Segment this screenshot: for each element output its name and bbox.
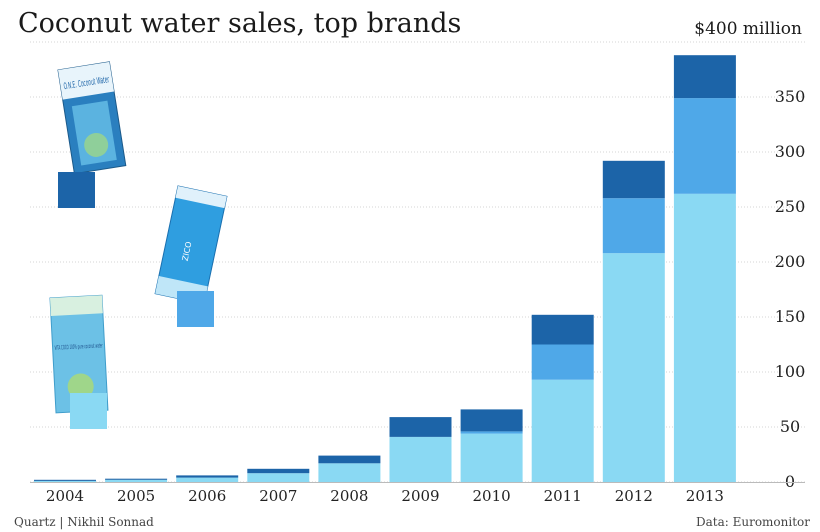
x-tick-label: 2010: [473, 487, 511, 505]
bar-segment: [531, 344, 594, 380]
gridlines: [30, 41, 805, 483]
y-tick-label: 100: [775, 362, 806, 381]
x-axis-ticks: 2004 2005 2006 2007 2008 2009 2010 2011 2012 2013: [46, 487, 724, 505]
y-tick-label: 0: [785, 472, 795, 491]
bar-segment: [673, 98, 736, 194]
bar-segment: [673, 55, 736, 99]
bar-segment: [602, 198, 665, 254]
one-carton-icon: O.N.E. Coconut Water: [57, 61, 127, 175]
y-tick-label: 300: [775, 142, 806, 161]
x-tick-label: 2008: [330, 487, 368, 505]
y-tick-label: 200: [775, 252, 806, 271]
bar-segment: [673, 193, 736, 483]
bar-segment: [247, 468, 310, 474]
y-unit-label: $400 million: [694, 19, 802, 39]
bar-segment: [389, 417, 452, 437]
legend-swatch-vita-coco: [70, 393, 107, 429]
bar-segment: [460, 431, 523, 434]
x-tick-label: 2013: [686, 487, 724, 505]
bar-segment: [34, 479, 96, 481]
bar-segment: [105, 478, 168, 480]
bar-segment: [176, 475, 239, 478]
vita-coco-carton-icon: VITA COCO 100% pure coconut water: [49, 294, 109, 414]
legend-swatch-one: [58, 172, 95, 208]
bar-segment: [602, 160, 665, 199]
bar-segment: [531, 314, 594, 345]
x-tick-label: 2006: [188, 487, 226, 505]
y-tick-label: 50: [780, 417, 800, 436]
bar-segment: [247, 473, 310, 482]
y-axis-ticks: 0 50 100 150 200 250 300 350: [775, 87, 806, 491]
bar-segment: [318, 455, 381, 464]
bar-segment: [460, 409, 523, 432]
y-tick-label: 150: [775, 307, 806, 326]
x-tick-label: 2007: [259, 487, 297, 505]
zico-brand-text: ZICO: [181, 241, 194, 262]
bar-segment: [602, 253, 665, 482]
y-tick-label: 350: [775, 87, 806, 106]
x-tick-label: 2011: [544, 487, 582, 505]
legend-swatch-zico: [177, 291, 214, 327]
bar-segment: [531, 379, 594, 482]
x-tick-label: 2005: [117, 487, 155, 505]
x-tick-label: 2004: [46, 487, 84, 505]
bar-segment: [34, 480, 96, 482]
bars: [30, 55, 805, 483]
bar-segment: [389, 436, 452, 482]
chart-title: Coconut water sales, top brands: [18, 8, 461, 39]
vita-coco-brand-text: VITA COCO 100% pure coconut water: [54, 342, 103, 352]
y-tick-label: 250: [775, 197, 806, 216]
brand-legend: O.N.E. Coconut Water ZICO VITA COCO 100%…: [49, 61, 228, 429]
source-text: Data: Euromonitor: [696, 515, 810, 529]
bar-segment: [318, 463, 381, 482]
bar-segment: [105, 479, 168, 482]
x-tick-label: 2009: [401, 487, 439, 505]
credit-text: Quartz | Nikhil Sonnad: [14, 515, 154, 529]
bar-segment: [460, 433, 523, 482]
zico-carton-icon: ZICO: [154, 185, 228, 305]
bar-segment: [176, 477, 239, 482]
x-tick-label: 2012: [615, 487, 653, 505]
